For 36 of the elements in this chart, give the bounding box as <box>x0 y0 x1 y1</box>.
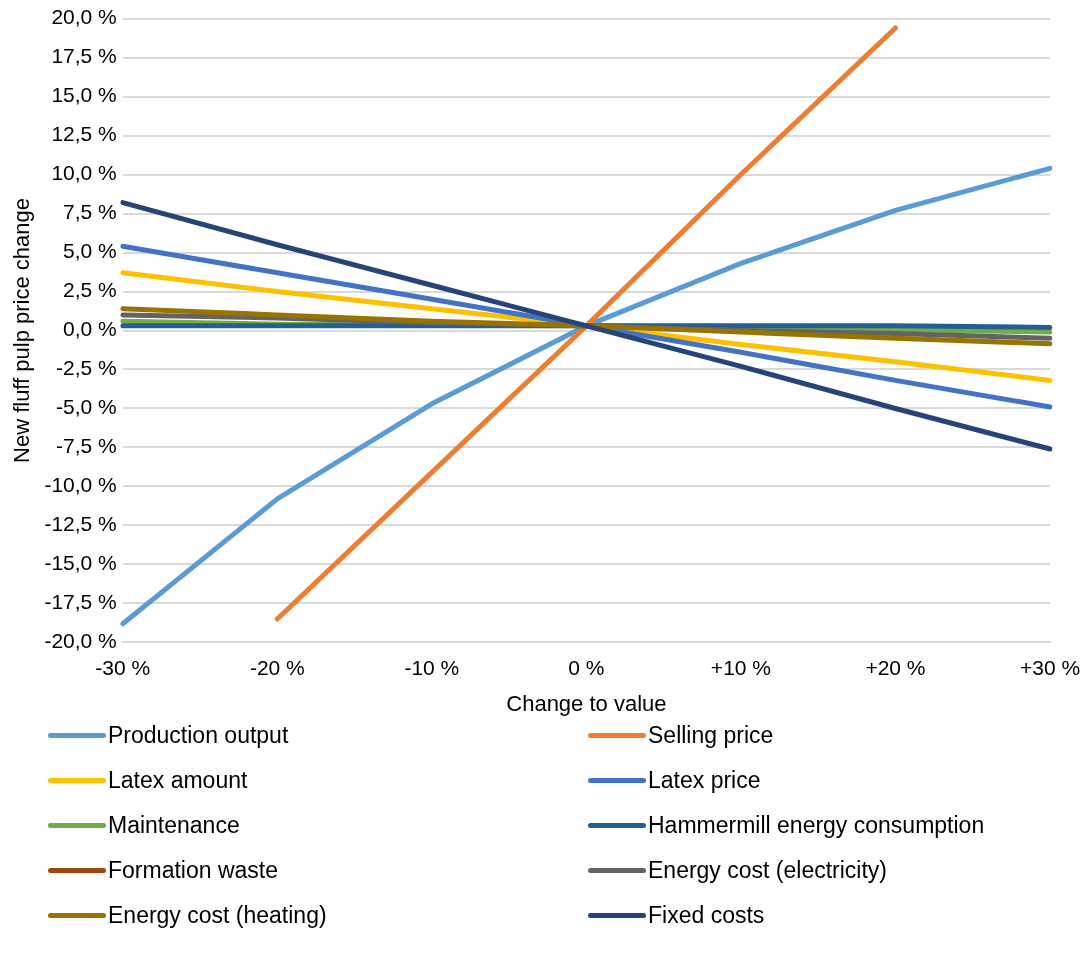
y-tick-label: 10,0 % <box>51 161 117 185</box>
y-tick-label: -17,5 % <box>44 590 117 614</box>
legend-label: Hammermill energy consumption <box>648 812 985 838</box>
x-tick-label: +20 % <box>865 655 926 679</box>
y-tick-label: 7,5 % <box>63 200 117 224</box>
y-tick-label: -20,0 % <box>44 629 117 653</box>
y-tick-label: -7,5 % <box>56 434 117 458</box>
y-tick-label: 15,0 % <box>51 83 117 107</box>
y-tick-label: -2,5 % <box>56 356 117 380</box>
legend-label: Formation waste <box>108 857 279 883</box>
y-tick-label: 17,5 % <box>51 44 117 68</box>
legend-label: Selling price <box>648 722 774 748</box>
x-tick-label: 0 % <box>568 655 605 679</box>
y-tick-label: 20,0 % <box>51 5 117 29</box>
y-tick-label: 12,5 % <box>51 122 117 146</box>
legend-label: Energy cost (electricity) <box>648 857 888 883</box>
y-tick-label: -15,0 % <box>44 551 117 575</box>
y-tick-label: 2,5 % <box>63 278 117 302</box>
legend-label: Maintenance <box>108 812 240 838</box>
y-tick-label: -12,5 % <box>44 512 117 536</box>
x-axis-title: Change to value <box>506 690 667 716</box>
legend-label: Latex amount <box>108 767 248 793</box>
legend-label: Energy cost (heating) <box>108 902 327 928</box>
y-tick-label: 0,0 % <box>63 317 117 341</box>
y-tick-label: -10,0 % <box>44 473 117 497</box>
x-tick-label: -10 % <box>404 655 460 679</box>
x-tick-label: +30 % <box>1019 655 1081 679</box>
x-tick-label: -30 % <box>95 655 151 679</box>
x-tick-label: +10 % <box>710 655 771 679</box>
legend-label: Fixed costs <box>648 902 765 928</box>
y-tick-label: -5,0 % <box>56 395 117 419</box>
legend-label: Latex price <box>648 767 761 793</box>
y-axis-title: New fluff pulp price change <box>9 198 35 463</box>
x-tick-label: -20 % <box>249 655 305 679</box>
y-tick-label: 5,0 % <box>63 239 117 263</box>
legend-label: Production output <box>108 722 289 748</box>
